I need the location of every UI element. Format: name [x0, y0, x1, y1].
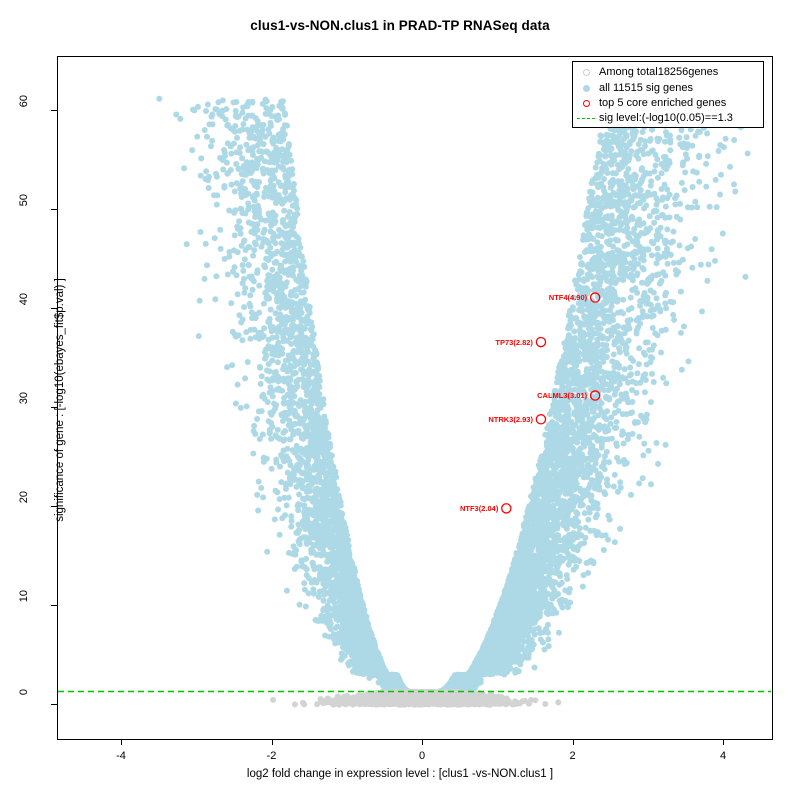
x-tick-label: 4: [720, 750, 727, 762]
green-dashed-line-icon: [573, 118, 599, 119]
legend-item-sig: all 11515 sig genes: [573, 81, 765, 96]
page-title: clus1-vs-NON.clus1 in PRAD-TP RNASeq dat…: [250, 18, 550, 33]
filled-blue-circle-icon: [573, 85, 599, 92]
x-tick-label: 2: [569, 750, 576, 762]
y-tick-label: 40: [18, 293, 30, 306]
legend-label-threshold: sig level:(-log10(0.05)==1.3: [599, 112, 733, 124]
y-axis-title: significance of gene : [-log10(ebayes_fi…: [54, 278, 66, 522]
legend-item-total: Among total18256genes: [573, 65, 765, 80]
y-tick-label: 20: [18, 491, 30, 504]
gene-label-calml3: CALML3(3.01): [537, 391, 588, 401]
y-tick-label: 50: [18, 194, 30, 207]
gene-label-ntrk3: NTRK3(2.93): [488, 414, 533, 424]
y-tick-label: 10: [18, 590, 30, 603]
x-axis-title: log2 fold change in expression level : […: [246, 768, 554, 780]
gene-label-ntf3: NTF3(2.04): [459, 503, 499, 513]
x-tick-label: -4: [116, 750, 126, 762]
open-gray-circle-icon: [573, 69, 599, 76]
y-tick-label: 60: [18, 95, 30, 108]
legend-label-total: Among total18256genes: [599, 66, 719, 78]
x-tick-label: -2: [266, 750, 277, 762]
y-tick-label: 30: [18, 392, 30, 405]
x-tick-label: 0: [418, 750, 426, 762]
legend-label-sig: all 11515 sig genes: [599, 82, 693, 94]
legend: Among total18256genes all 11515 sig gene…: [572, 61, 764, 128]
y-tick-label: 0: [18, 689, 30, 696]
legend-label-core: top 5 core enriched genes: [599, 97, 727, 109]
gene-label-tp73: TP73(2.82): [495, 337, 533, 347]
legend-item-core: top 5 core enriched genes: [573, 96, 765, 111]
gene-label-ntf4: NTF4(4.90): [548, 293, 588, 303]
open-red-circle-icon: [573, 100, 599, 107]
legend-item-threshold: sig level:(-log10(0.05)==1.3: [573, 111, 765, 126]
